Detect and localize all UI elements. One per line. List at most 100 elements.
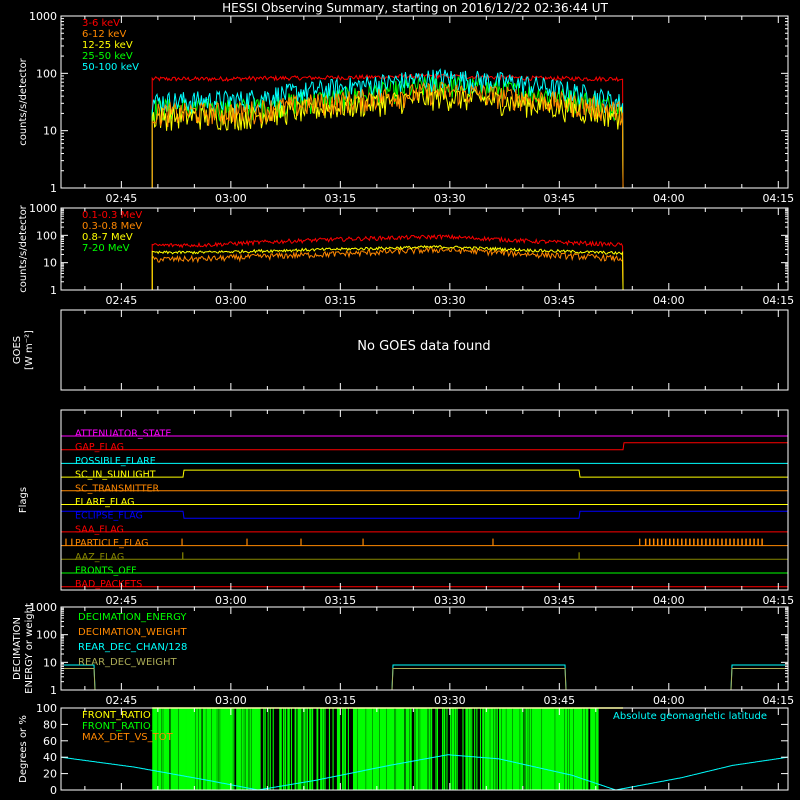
front-ratio-bar bbox=[287, 708, 289, 790]
front-ratio-bar bbox=[552, 708, 554, 790]
front-ratio-bar bbox=[555, 708, 557, 790]
front-ratio-bar bbox=[544, 708, 547, 790]
particle-flag-dense-spike bbox=[729, 538, 731, 546]
front-ratio-bar bbox=[388, 708, 390, 790]
front-ratio-bar bbox=[498, 708, 501, 790]
legend-entry: 3-6 keV bbox=[82, 18, 120, 29]
front-ratio-bar bbox=[486, 708, 488, 790]
front-ratio-bar bbox=[452, 708, 454, 790]
legend-entry: 25-50 keV bbox=[82, 51, 133, 62]
y-tick-label: 1 bbox=[50, 284, 57, 297]
front-ratio-bar bbox=[339, 708, 341, 790]
flag-label: POSSIBLE_FLARE bbox=[75, 456, 156, 467]
front-ratio-bar bbox=[568, 708, 570, 790]
front-ratio-bar bbox=[401, 708, 403, 790]
front-ratio-bar bbox=[479, 708, 482, 790]
front-ratio-bar bbox=[299, 708, 301, 790]
front-ratio-bar bbox=[174, 708, 176, 790]
front-ratio-bar bbox=[428, 708, 430, 790]
front-ratio-bar bbox=[401, 708, 403, 790]
particle-flag-dense-spike bbox=[673, 538, 675, 546]
front-ratio-bar bbox=[188, 708, 190, 790]
front-ratio-bar bbox=[567, 708, 569, 790]
front-ratio-bar bbox=[399, 708, 401, 790]
legend-entry: DECIMATION_WEIGHT bbox=[78, 627, 187, 638]
flag-particle-flag-spike bbox=[639, 538, 641, 546]
front-ratio-bar bbox=[153, 708, 155, 790]
front-ratio-bar bbox=[442, 708, 444, 790]
front-ratio-bar bbox=[168, 708, 170, 790]
time-tick-label: 02:45 bbox=[106, 694, 138, 707]
front-ratio-bar bbox=[406, 708, 409, 790]
front-ratio-bar bbox=[163, 708, 166, 790]
front-ratio-bar bbox=[528, 708, 530, 790]
front-ratio-bar bbox=[553, 708, 555, 790]
front-ratio-bar bbox=[360, 708, 363, 790]
front-ratio-bar bbox=[250, 708, 252, 790]
front-ratio-bar bbox=[380, 708, 382, 790]
front-ratio-bar bbox=[587, 708, 589, 790]
panel-frame-5 bbox=[60, 606, 789, 691]
front-ratio-bar bbox=[209, 708, 211, 790]
front-ratio-bar bbox=[565, 708, 567, 790]
time-tick-label: 03:00 bbox=[215, 294, 247, 307]
y-tick-label: 40 bbox=[43, 751, 57, 764]
front-ratio-bar bbox=[410, 708, 412, 790]
front-ratio-bar bbox=[231, 708, 233, 790]
front-ratio-bar bbox=[361, 708, 363, 790]
front-ratio-bar bbox=[242, 708, 244, 790]
front-ratio-bar bbox=[185, 708, 187, 790]
front-ratio-bar bbox=[179, 708, 181, 790]
particle-flag-dense-spike bbox=[757, 538, 759, 546]
front-ratio-bar bbox=[414, 708, 416, 790]
front-ratio-bar bbox=[321, 708, 323, 790]
front-ratio-bar bbox=[207, 708, 209, 790]
y-axis-label: Flags bbox=[18, 487, 29, 513]
front-ratio-bar bbox=[298, 708, 300, 790]
particle-flag-dense-spike bbox=[705, 538, 707, 546]
figure-title: HESSI Observing Summary, starting on 201… bbox=[222, 1, 608, 15]
legend-entry: 7-20 MeV bbox=[82, 243, 130, 254]
front-ratio-bar bbox=[393, 708, 395, 790]
particle-flag-dense-spike bbox=[749, 538, 751, 546]
front-ratio-bar bbox=[377, 708, 379, 790]
front-ratio-bar bbox=[389, 708, 391, 790]
front-ratio-bar bbox=[369, 708, 371, 790]
front-ratio-bar bbox=[239, 708, 241, 790]
front-ratio-bar bbox=[182, 708, 184, 790]
front-ratio-bar bbox=[511, 708, 513, 790]
front-ratio-bar bbox=[224, 708, 226, 790]
front-ratio-bar bbox=[369, 708, 371, 790]
front-ratio-bar bbox=[190, 708, 193, 790]
front-ratio-bar bbox=[515, 708, 517, 790]
front-ratio-bar bbox=[454, 708, 456, 790]
front-ratio-bar bbox=[244, 708, 246, 790]
front-ratio-bar bbox=[509, 708, 512, 790]
front-ratio-bar bbox=[436, 708, 439, 790]
front-ratio-bar bbox=[158, 708, 160, 790]
front-ratio-bar bbox=[206, 708, 208, 790]
front-ratio-bar bbox=[163, 708, 165, 790]
front-ratio-bar bbox=[298, 708, 301, 790]
front-ratio-bar bbox=[558, 708, 560, 790]
front-ratio-bar bbox=[469, 708, 471, 790]
front-ratio-bar bbox=[544, 708, 546, 790]
front-ratio-bar bbox=[584, 708, 586, 790]
front-ratio-bar bbox=[512, 708, 514, 790]
front-ratio-bar bbox=[332, 708, 334, 790]
front-ratio-bar bbox=[344, 708, 346, 790]
front-ratio-bar bbox=[390, 708, 393, 790]
front-ratio-bar bbox=[424, 708, 426, 790]
front-ratio-bar bbox=[320, 708, 322, 790]
front-ratio-bar bbox=[254, 708, 256, 790]
y-tick-label: 100 bbox=[36, 629, 57, 642]
front-ratio-bar bbox=[378, 708, 380, 790]
front-ratio-bar bbox=[242, 708, 244, 790]
front-ratio-bar bbox=[223, 708, 225, 790]
front-ratio-bar bbox=[579, 708, 581, 790]
time-tick-label: 03:45 bbox=[543, 192, 575, 205]
front-ratio-bar bbox=[212, 708, 214, 790]
particle-flag-dense-spike bbox=[685, 538, 687, 546]
time-tick-label: 02:45 bbox=[106, 192, 138, 205]
legend-entry: 0.1-0.3 MeV bbox=[82, 210, 142, 221]
